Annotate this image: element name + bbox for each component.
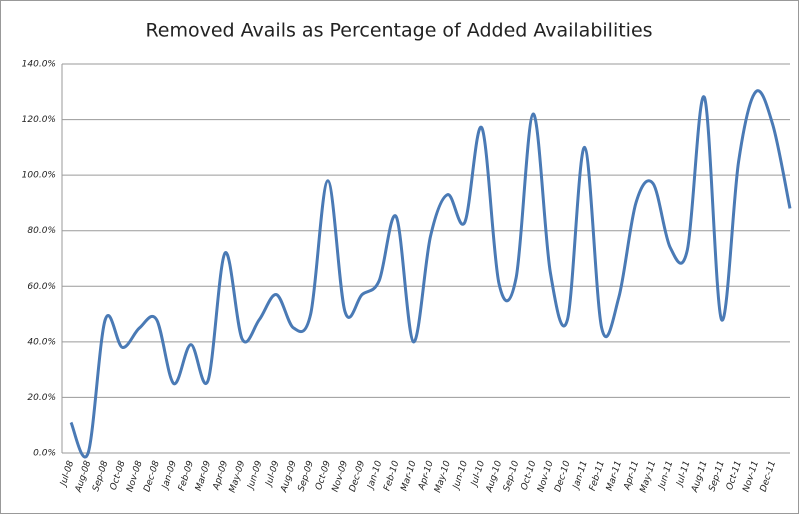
y-tick-label: 80.0% xyxy=(27,226,56,236)
y-tick-label: 40.0% xyxy=(27,337,56,347)
y-tick-label: 0.0% xyxy=(33,449,56,459)
y-tick-label: 140.0% xyxy=(22,60,56,70)
y-tick-label: 120.0% xyxy=(22,115,56,125)
y-tick-label: 20.0% xyxy=(27,393,56,403)
y-tick-label: 100.0% xyxy=(22,171,56,181)
chart-title: Removed Avails as Percentage of Added Av… xyxy=(145,20,652,42)
data-line xyxy=(69,89,792,459)
y-tick-label: 60.0% xyxy=(27,282,56,292)
